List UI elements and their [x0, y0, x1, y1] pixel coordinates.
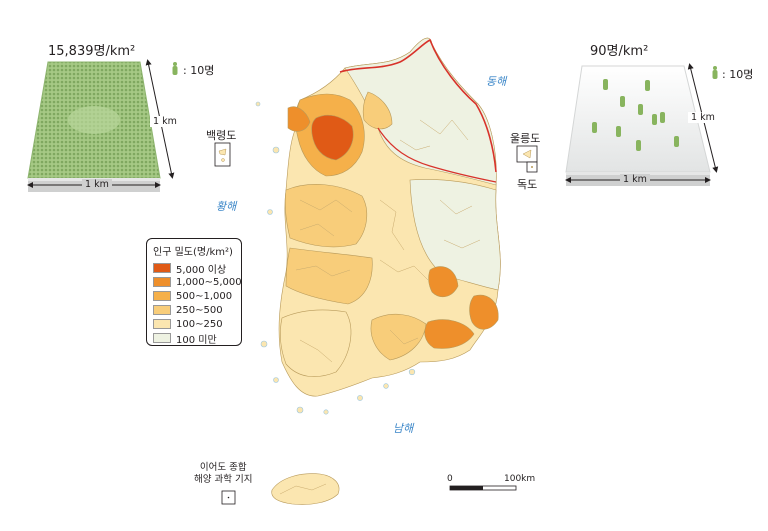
seoul-ring-region: [287, 106, 311, 132]
legend-swatch: [153, 305, 171, 315]
legend-row: 100 미만: [153, 331, 235, 346]
legend-row: 5,000 이상: [153, 261, 235, 276]
left-density-label: 15,839명/km²: [48, 44, 136, 59]
scale-end-label: 100km: [504, 474, 536, 484]
west-sea-label: 황해: [216, 200, 237, 213]
right-density-label: 90명/km²: [590, 44, 649, 59]
northern-boundary-line: [339, 38, 497, 173]
east-sea-label: 동해: [486, 75, 507, 88]
jeonbuk-region: [285, 247, 373, 305]
province-boundary-line: [377, 127, 497, 183]
coastal-islands: [255, 101, 416, 415]
right-person-unit: : 10명: [722, 68, 754, 81]
legend-label: 5,000 이상: [176, 264, 227, 276]
gyeongbuk-region: [409, 179, 501, 291]
legend-row: 100∼250: [153, 317, 235, 331]
gyeongnam-region: [370, 313, 427, 361]
legend-swatch: [153, 319, 171, 329]
legend-label: 100 미만: [176, 334, 217, 346]
sparse-population-block: [565, 63, 719, 186]
legend-label: 1,000∼5,000: [176, 276, 242, 288]
gangwon-region: [344, 37, 497, 186]
legend-swatch: [153, 263, 171, 273]
person-icon-left: [172, 62, 178, 75]
legend-label: 500∼1,000: [176, 290, 233, 302]
legend-row: 250∼500: [153, 303, 235, 317]
korea-choropleth-map: [278, 37, 501, 397]
legend-swatch: [153, 277, 171, 287]
jeonnam-region: [280, 309, 352, 377]
daegu-region: [428, 266, 459, 298]
density-legend: 인구 밀도(명/km²) 5,000 이상 1,000∼5,000 500∼1,00…: [146, 238, 242, 346]
ulsan-region: [469, 294, 499, 330]
legend-title: 인구 밀도(명/km²): [153, 247, 233, 258]
south-sea-label: 남해: [393, 422, 414, 435]
scale-start-label: 0: [447, 474, 453, 484]
person-icon-right: [712, 66, 718, 79]
legend-row: 1,000∼5,000: [153, 275, 242, 289]
scale-bar: [449, 485, 517, 491]
legend-label: 250∼500: [176, 304, 223, 316]
right-side-km-label: 1 km: [688, 112, 718, 123]
ieodo-label-line2: 해양 과학 기지: [194, 474, 253, 485]
legend-swatch: [153, 291, 171, 301]
dokdo-label: 독도: [517, 178, 538, 191]
chungcheong-region: [284, 184, 368, 248]
left-bottom-km-label: 1 km: [82, 179, 112, 190]
legend-label: 100∼250: [176, 318, 223, 330]
dense-population-block: [27, 59, 175, 192]
legend-swatch: [153, 333, 171, 343]
left-person-unit: : 10명: [183, 64, 215, 77]
jeju-island: [271, 473, 340, 505]
busan-changwon-region: [424, 319, 475, 349]
ulleung-label: 울릉도: [510, 132, 541, 145]
legend-row: 500∼1,000: [153, 289, 235, 303]
ieodo-label: 이어도 종합 해양 과학 기지: [194, 462, 252, 486]
baengnyeong-label: 백령도: [206, 129, 237, 142]
right-bottom-km-label: 1 km: [620, 174, 650, 185]
left-side-km-label: 1 km: [150, 116, 180, 127]
seoul-core-region: [311, 114, 354, 161]
ieodo-label-line1: 이어도 종합: [199, 462, 247, 473]
